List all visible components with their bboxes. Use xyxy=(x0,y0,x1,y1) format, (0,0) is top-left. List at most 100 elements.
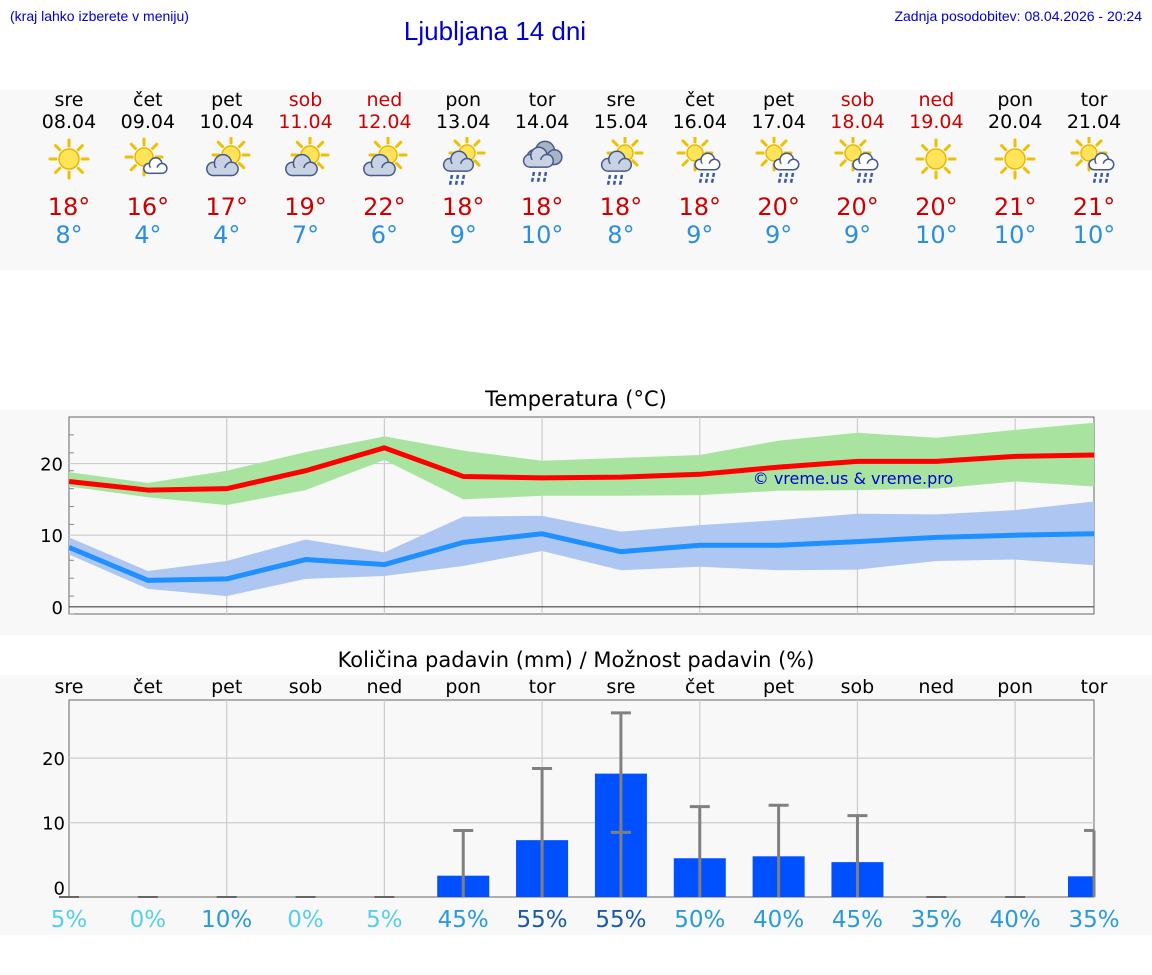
cloud-shape xyxy=(600,150,632,172)
forecast-panel xyxy=(0,90,1152,270)
rain-drop xyxy=(542,171,548,183)
min-temperature: 7° xyxy=(291,221,320,249)
sun-ray xyxy=(237,161,245,170)
sun-cloud-rain-icon xyxy=(443,137,486,186)
sun-small-cloud-rain-icon xyxy=(1070,137,1115,184)
sun-ray xyxy=(473,159,481,167)
cloud-shape xyxy=(284,153,318,177)
sun-cloud-icon xyxy=(284,137,330,177)
sun-ray xyxy=(681,139,689,147)
day-column: sre 08.04 18° 8° xyxy=(29,89,109,249)
sun-icon xyxy=(915,138,957,180)
sun-disc xyxy=(843,144,862,162)
rain-drop xyxy=(449,174,454,186)
sun-cloud-icon xyxy=(205,137,251,177)
day-date: 17.04 xyxy=(751,111,806,133)
cloud-shape xyxy=(522,146,555,168)
sun-ray xyxy=(54,166,62,174)
sun-ray xyxy=(838,159,847,167)
sun-disc xyxy=(764,144,783,162)
location-hint: (kraj lahko izberete v meniju) xyxy=(10,8,189,24)
min-temperature: 9° xyxy=(686,221,714,249)
day-name: pon xyxy=(997,89,1034,111)
sun-ray xyxy=(1095,139,1103,147)
sun-ray xyxy=(129,163,137,172)
day-column: sob 11.04 19° 7° xyxy=(266,89,346,249)
rain-drop xyxy=(710,172,716,184)
max-temperature: 18° xyxy=(678,193,722,221)
rain-drop xyxy=(1104,172,1110,184)
sun-ray xyxy=(1022,144,1031,152)
sun-ray xyxy=(316,161,324,170)
rain-drop xyxy=(777,172,782,184)
day-column: pet 17.04 20° 9° xyxy=(739,89,819,249)
precipitation-panel xyxy=(0,675,1152,935)
day-name: tor xyxy=(528,89,556,111)
sun-small-cloud-rain-icon xyxy=(834,137,878,184)
max-temperature: 20° xyxy=(757,193,800,221)
day-column: pet 10.04 17° 4° xyxy=(187,89,267,249)
day-column: sre 15.04 18° 8° xyxy=(581,89,661,249)
sun-ray xyxy=(921,144,929,152)
sun-ray xyxy=(1022,166,1031,174)
day-date: 12.04 xyxy=(357,111,412,133)
rain-drop xyxy=(606,174,612,186)
day-name: sre xyxy=(54,89,84,111)
max-temperature: 18° xyxy=(441,193,485,221)
sun-ray xyxy=(374,140,382,149)
min-temperature: 6° xyxy=(370,221,399,249)
max-temperature: 18° xyxy=(47,193,91,221)
day-name: čet xyxy=(133,89,163,111)
cloud-shape xyxy=(142,157,168,175)
rain-drop xyxy=(1092,172,1098,184)
cloud-shape xyxy=(772,152,800,171)
day-date: 15.04 xyxy=(593,111,649,133)
sun-ray xyxy=(1000,144,1008,152)
day-column: čet 16.04 18° 9° xyxy=(660,89,740,249)
day-name: sre xyxy=(606,89,636,111)
min-temperature: 10° xyxy=(520,221,564,249)
day-column: ned 19.04 20° 10° xyxy=(896,89,976,249)
rain-drop xyxy=(536,171,542,183)
cloud-shape xyxy=(1088,152,1115,171)
day-name: pet xyxy=(763,89,795,111)
rain-drop xyxy=(1098,172,1104,184)
day-name: tor xyxy=(1080,89,1108,111)
sun-ray xyxy=(1000,166,1008,174)
day-date: 14.04 xyxy=(514,111,570,133)
max-temperature: 20° xyxy=(915,193,958,221)
last-updated: Zadnja posodobitev: 08.04.2026 - 20:24 xyxy=(894,8,1142,24)
day-column: pon 20.04 21° 10° xyxy=(975,89,1055,249)
day-column: sob 18.04 20° 9° xyxy=(818,89,898,249)
sun-ray xyxy=(216,140,224,149)
sun-ray xyxy=(76,166,84,174)
min-temperature: 9° xyxy=(765,221,793,249)
rain-drop xyxy=(612,174,618,186)
cloud-rain-icon xyxy=(522,140,563,183)
cloud-shape xyxy=(443,150,475,172)
day-column: tor 14.04 18° 10° xyxy=(502,89,582,249)
sun-icon xyxy=(994,138,1036,180)
max-temperature: 22° xyxy=(363,193,406,221)
sun-small-cloud-rain-icon xyxy=(755,137,800,184)
rain-drop xyxy=(783,172,788,184)
day-name: pet xyxy=(211,89,243,111)
sun-small-cloud-icon xyxy=(124,137,168,177)
sun-ray xyxy=(611,139,619,147)
day-column: pon 13.04 18° 9° xyxy=(423,89,503,249)
max-temperature: 18° xyxy=(520,193,564,221)
min-temperature: 10° xyxy=(993,221,1037,249)
sun-ray xyxy=(54,144,62,152)
rain-drop xyxy=(868,172,873,184)
min-temperature: 4° xyxy=(134,221,162,249)
sun-small-cloud-rain-icon xyxy=(676,137,721,184)
day-name: ned xyxy=(366,89,403,111)
day-name: ned xyxy=(918,89,955,111)
rain-drop xyxy=(461,174,466,186)
sun-ray xyxy=(395,161,403,170)
sun-ray xyxy=(631,159,639,167)
sun-ray xyxy=(921,166,929,174)
cloud-shape xyxy=(851,152,878,171)
max-temperature: 18° xyxy=(599,193,643,221)
sun-ray xyxy=(129,142,137,151)
